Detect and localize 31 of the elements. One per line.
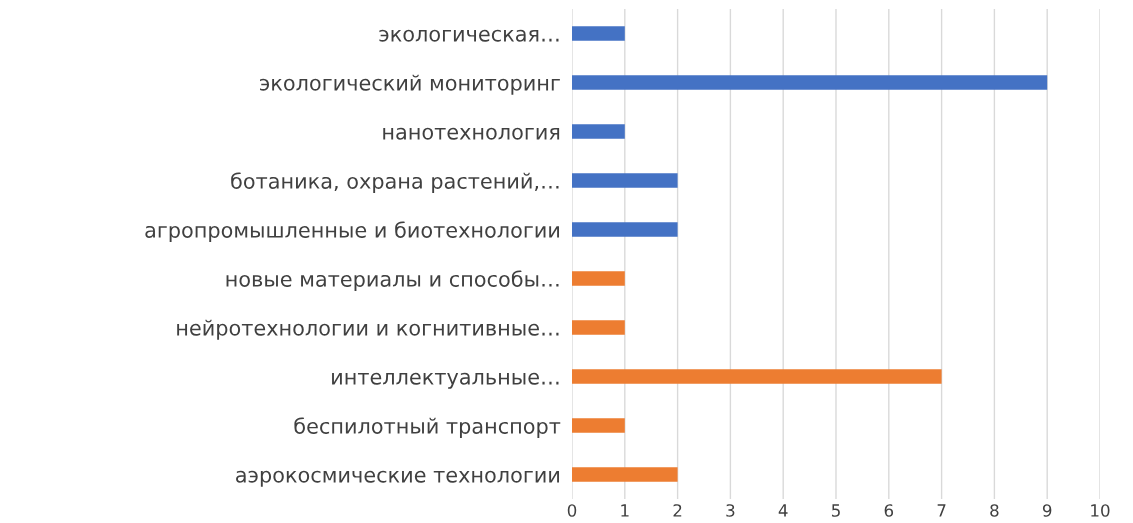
x-tick-label: 6 — [884, 504, 894, 517]
bar — [572, 222, 678, 237]
bar — [572, 369, 942, 384]
x-tick-label: 5 — [831, 504, 840, 517]
x-tick-label: 10 — [1091, 504, 1110, 517]
y-tick-label: агропромышленные и биотехнологии — [145, 221, 559, 242]
bar — [572, 271, 625, 286]
x-tick-label: 1 — [621, 504, 629, 517]
y-tick-label: интеллектуальные… — [332, 372, 559, 389]
y-tick-label: новые материалы и способы… — [226, 270, 559, 291]
y-tick-label: экологическая… — [379, 29, 559, 42]
y-tick-label: нанотехнология — [383, 127, 560, 140]
y-tick-label: нейротехнологии и когнитивные… — [177, 319, 559, 340]
y-tick-label: экологический мониторинг — [260, 74, 560, 95]
bar — [572, 26, 625, 41]
x-tick-label: 4 — [778, 504, 788, 517]
x-tick-label: 0 — [567, 504, 577, 517]
bar — [572, 173, 678, 188]
y-tick-label: аэрокосмические технологии — [236, 470, 559, 487]
y-tick-label: беспилотный транспорт — [294, 417, 561, 438]
y-tick-label: ботаника, охрана растений,… — [231, 172, 559, 193]
x-tick-label: 3 — [726, 504, 735, 517]
bar — [572, 320, 625, 335]
x-tick-label: 2 — [673, 504, 682, 517]
x-tick-label: 7 — [937, 504, 946, 517]
bar — [572, 124, 625, 139]
bar — [572, 418, 625, 433]
bar — [572, 75, 1048, 90]
bar — [572, 467, 678, 482]
x-tick-label: 9 — [1042, 504, 1052, 517]
x-tick-label: 8 — [990, 504, 999, 517]
